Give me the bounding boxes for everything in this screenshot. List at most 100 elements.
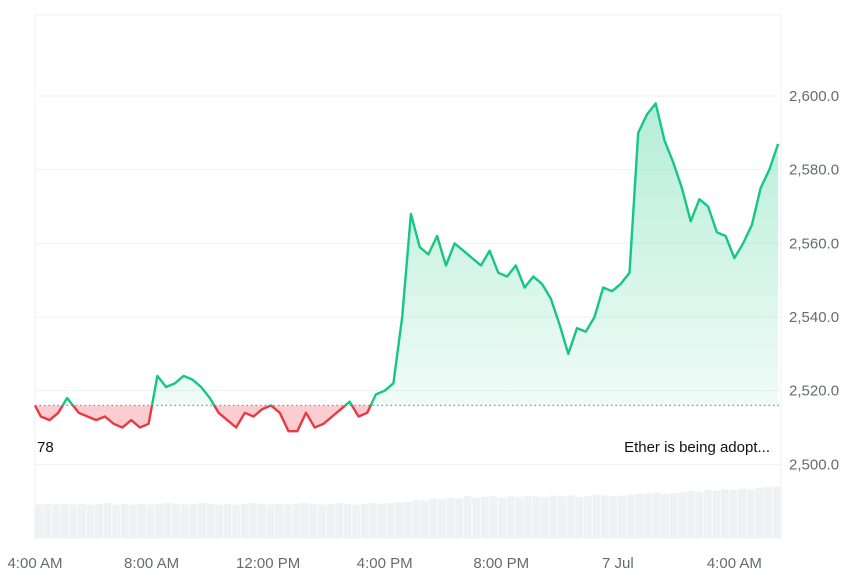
x-tick-label: 4:00 AM	[7, 555, 62, 572]
volume-bar	[412, 500, 421, 538]
volume-bar	[686, 490, 695, 538]
volume-bar	[455, 498, 464, 538]
volume-bar	[163, 503, 172, 538]
volume-bar	[155, 503, 164, 538]
volume-bar	[763, 487, 772, 538]
volume-bar	[215, 504, 224, 538]
volume-bar	[540, 496, 549, 538]
volume-bar	[703, 490, 712, 538]
y-tick-label: 2,500.0	[789, 456, 839, 473]
volume-bar	[43, 503, 52, 538]
volume-bar	[523, 495, 532, 538]
x-tick-label: 7 Jul	[602, 555, 634, 572]
volume-bar	[480, 496, 489, 538]
volume-bar	[515, 496, 524, 538]
volume-bar	[309, 503, 318, 538]
volume-bar	[652, 492, 661, 538]
volume-bar	[60, 503, 69, 538]
volume-bar	[609, 496, 618, 538]
volume-bar	[660, 493, 669, 538]
volume-bar	[232, 504, 241, 538]
volume-bar	[600, 495, 609, 538]
volume-bar	[712, 490, 721, 538]
volume-bar	[257, 503, 266, 538]
volume-bar	[446, 497, 455, 538]
volume-bar	[669, 493, 678, 538]
volume-bar	[395, 502, 404, 538]
volume-bar	[635, 493, 644, 538]
x-tick-label: 4:00 AM	[707, 555, 762, 572]
volume-bar	[377, 503, 386, 538]
volume-bar	[360, 503, 369, 538]
price-line-down	[33, 405, 373, 433]
volume-bar	[566, 495, 575, 538]
volume-bar	[103, 503, 112, 538]
volume-bar	[592, 494, 601, 538]
volume-bar	[575, 496, 584, 538]
volume-bar	[223, 503, 232, 538]
volume-bar	[626, 494, 635, 538]
annotation-right: Ether is being adopt...	[624, 439, 770, 456]
volume-bar	[326, 503, 335, 538]
volume-bar	[472, 497, 481, 538]
y-tick-label: 2,560.0	[789, 235, 839, 252]
volume-bar	[266, 504, 275, 538]
volume-bar	[86, 504, 95, 538]
volume-bar	[369, 503, 378, 538]
volume-bar	[317, 504, 326, 538]
volume-bar	[292, 503, 301, 538]
volume-bars	[35, 486, 781, 538]
x-tick-label: 12:00 PM	[236, 555, 300, 572]
volume-bar	[755, 487, 764, 538]
volume-bar	[35, 504, 43, 538]
y-tick-label: 2,600.0	[789, 88, 839, 105]
y-tick-label: 2,540.0	[789, 309, 839, 326]
volume-bar	[95, 503, 103, 538]
area-fill-up	[35, 103, 779, 406]
volume-bar	[489, 496, 498, 538]
y-tick-label: 2,520.0	[789, 383, 839, 400]
volume-bar	[112, 504, 121, 538]
volume-bar	[746, 489, 755, 538]
volume-bar	[129, 504, 138, 538]
volume-bar	[618, 495, 627, 538]
volume-bar	[52, 504, 61, 538]
volume-bar	[738, 488, 747, 538]
volume-bar	[558, 496, 567, 538]
volume-bar	[772, 486, 781, 538]
volume-bar	[275, 503, 284, 538]
volume-bar	[695, 491, 704, 538]
volume-bar	[678, 492, 687, 538]
y-tick-label: 2,580.0	[789, 162, 839, 179]
volume-bar	[498, 497, 507, 538]
volume-bar	[720, 489, 729, 538]
annotation-left: 78	[37, 439, 54, 456]
volume-bar	[429, 498, 438, 538]
volume-bar	[300, 503, 309, 538]
volume-bar	[643, 493, 652, 538]
y-axis-ticks: 2,500.0 2,520.0 2,540.0 2,560.0 2,580.0 2,600…	[789, 88, 839, 473]
volume-bar	[249, 503, 258, 538]
volume-bar	[583, 496, 592, 538]
volume-bar	[197, 503, 206, 538]
volume-bar	[352, 504, 361, 538]
volume-bar	[240, 503, 249, 538]
volume-bar	[206, 503, 215, 538]
volume-bar	[343, 503, 352, 538]
volume-bar	[729, 490, 738, 538]
price-line	[33, 102, 780, 433]
volume-bar	[386, 503, 395, 538]
volume-bar	[137, 503, 146, 538]
volume-bar	[335, 503, 344, 538]
volume-bar	[438, 499, 446, 538]
volume-bar	[189, 503, 198, 538]
volume-bar	[463, 496, 472, 538]
volume-bar	[77, 503, 86, 538]
x-tick-label: 8:00 AM	[124, 555, 179, 572]
volume-bar	[180, 504, 189, 538]
volume-bar	[69, 504, 78, 538]
x-tick-label: 4:00 PM	[357, 555, 413, 572]
x-axis-ticks: 4:00 AM 8:00 AM 12:00 PM 4:00 PM 8:00 PM 7 Ju…	[7, 555, 761, 572]
volume-bar	[420, 500, 429, 538]
